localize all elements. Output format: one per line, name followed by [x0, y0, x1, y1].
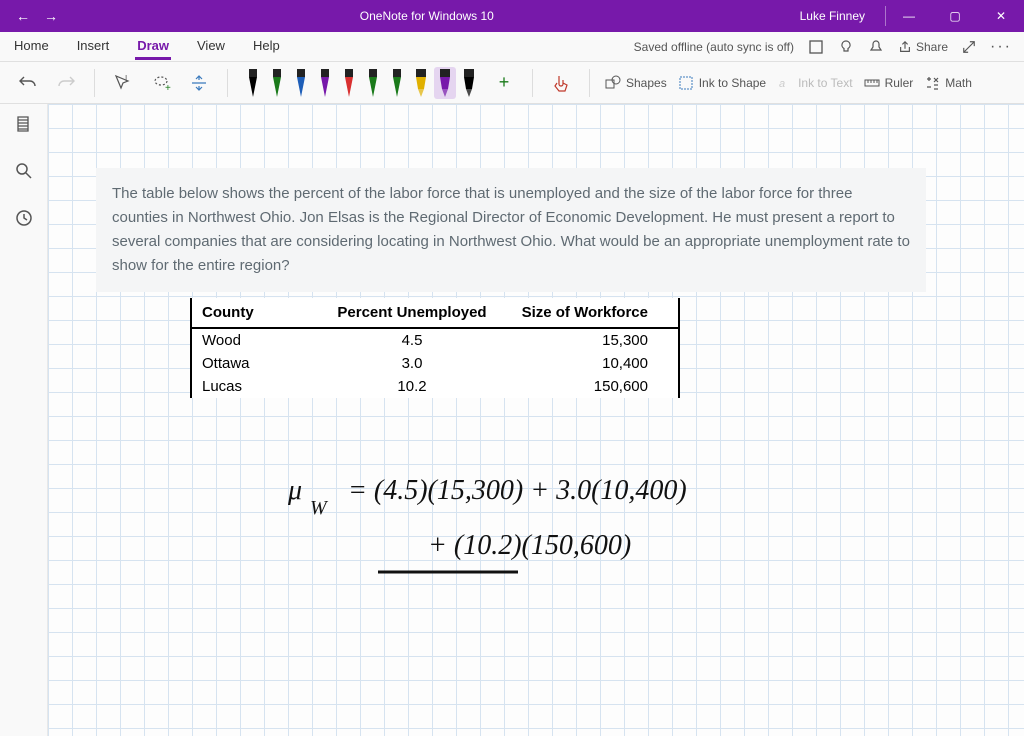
- hw-sub: W: [310, 497, 329, 519]
- workspace: The table below shows the percent of the…: [0, 104, 1024, 736]
- fullpage-icon[interactable]: [808, 39, 824, 55]
- menu-right: Saved offline (auto sync is off) Share ·…: [634, 38, 1012, 56]
- svg-text:I: I: [125, 74, 127, 83]
- menu-tabs: Home Insert Draw View Help: [12, 34, 282, 60]
- pen-2[interactable]: [290, 67, 312, 99]
- pen-5[interactable]: [362, 67, 384, 99]
- pen-9[interactable]: [458, 67, 480, 99]
- cell-county: Ottawa: [202, 355, 312, 372]
- menu-tab-help[interactable]: Help: [251, 34, 282, 60]
- nav-arrows: ← →: [0, 8, 74, 24]
- problem-text: The table below shows the percent of the…: [96, 168, 926, 292]
- lightbulb-icon[interactable]: [838, 39, 854, 55]
- pen-7[interactable]: [410, 67, 432, 99]
- cell-pct: 4.5: [312, 332, 512, 349]
- toolbar-sep: [227, 69, 228, 97]
- bell-icon[interactable]: [868, 39, 884, 55]
- insert-space-icon[interactable]: [185, 69, 213, 97]
- hw-line1b: = (4.5)(15,300) + 3.0(10,400): [348, 475, 687, 506]
- app-title: OneNote for Windows 10: [74, 9, 780, 23]
- cell-county: Lucas: [202, 378, 312, 395]
- title-bar: ← → OneNote for Windows 10 Luke Finney —…: [0, 0, 1024, 32]
- shapes-label: Shapes: [626, 76, 667, 90]
- share-button[interactable]: Share: [898, 40, 948, 54]
- menu-tab-insert[interactable]: Insert: [75, 34, 112, 60]
- ruler-button[interactable]: Ruler: [863, 74, 914, 92]
- shapes-button[interactable]: Shapes: [604, 74, 667, 92]
- handwriting-ink: μ W = (4.5)(15,300) + 3.0(10,400) + (10.…: [248, 454, 868, 624]
- header-county: County: [202, 304, 312, 321]
- forward-arrow-icon[interactable]: →: [44, 8, 58, 24]
- user-name[interactable]: Luke Finney: [780, 9, 885, 23]
- ruler-label: Ruler: [885, 76, 914, 90]
- note-canvas[interactable]: The table below shows the percent of the…: [48, 104, 1024, 736]
- minimize-icon[interactable]: —: [886, 0, 932, 32]
- search-icon[interactable]: [14, 161, 34, 186]
- table-row: Ottawa3.010,400: [192, 352, 678, 375]
- cell-size: 150,600: [512, 378, 668, 395]
- share-label: Share: [916, 40, 948, 54]
- svg-text:a: a: [779, 78, 785, 90]
- menu-bar: Home Insert Draw View Help Saved offline (au…: [0, 32, 1024, 62]
- text-select-icon[interactable]: I: [109, 69, 137, 97]
- svg-text:+: +: [165, 83, 171, 93]
- expand-icon[interactable]: [962, 40, 976, 54]
- cell-pct: 3.0: [312, 355, 512, 372]
- ink-to-shape-button[interactable]: Ink to Shape: [677, 74, 766, 92]
- maximize-icon[interactable]: ▢: [932, 0, 978, 32]
- add-pen-icon[interactable]: +: [490, 69, 518, 97]
- left-sidebar: [0, 104, 48, 736]
- data-table: County Percent Unemployed Size of Workfo…: [190, 298, 680, 398]
- draw-toolbar: I + + Shapes Ink to Shape a Ink to Text …: [0, 62, 1024, 104]
- pen-0[interactable]: [242, 67, 264, 99]
- pen-4[interactable]: [338, 67, 360, 99]
- cell-pct: 10.2: [312, 378, 512, 395]
- save-status: Saved offline (auto sync is off): [634, 40, 794, 54]
- notebooks-icon[interactable]: [14, 114, 34, 139]
- close-icon[interactable]: ✕: [978, 0, 1024, 32]
- back-arrow-icon[interactable]: ←: [16, 8, 30, 24]
- header-pct: Percent Unemployed: [312, 304, 512, 321]
- pen-3[interactable]: [314, 67, 336, 99]
- toolbar-sep: [94, 69, 95, 97]
- recent-icon[interactable]: [14, 208, 34, 233]
- toolbar-sep: [532, 69, 533, 97]
- math-label: Math: [945, 76, 972, 90]
- pen-1[interactable]: [266, 67, 288, 99]
- table-header-row: County Percent Unemployed Size of Workfo…: [192, 298, 678, 329]
- toolbar-sep: [589, 69, 590, 97]
- menu-tab-view[interactable]: View: [195, 34, 227, 60]
- math-button[interactable]: Math: [923, 74, 972, 92]
- cell-county: Wood: [202, 332, 312, 349]
- pen-6[interactable]: [386, 67, 408, 99]
- ink-to-text-button: a Ink to Text: [776, 74, 852, 92]
- more-icon[interactable]: ···: [990, 38, 1012, 56]
- menu-tab-draw[interactable]: Draw: [135, 34, 171, 60]
- touch-draw-icon[interactable]: [547, 69, 575, 97]
- header-size: Size of Workforce: [512, 304, 668, 321]
- window-controls: — ▢ ✕: [886, 0, 1024, 32]
- pen-8[interactable]: [434, 67, 456, 99]
- table-row: Wood4.515,300: [192, 329, 678, 352]
- lasso-icon[interactable]: +: [147, 69, 175, 97]
- table-row: Lucas10.2150,600: [192, 375, 678, 398]
- ink-to-shape-label: Ink to Shape: [699, 76, 766, 90]
- redo-icon[interactable]: [52, 69, 80, 97]
- hw-line2: + (10.2)(150,600): [428, 530, 631, 561]
- ink-to-text-label: Ink to Text: [798, 76, 852, 90]
- menu-tab-home[interactable]: Home: [12, 34, 51, 60]
- pen-palette: [242, 67, 480, 99]
- hw-line1: μ: [287, 475, 302, 506]
- cell-size: 10,400: [512, 355, 668, 372]
- cell-size: 15,300: [512, 332, 668, 349]
- undo-icon[interactable]: [14, 69, 42, 97]
